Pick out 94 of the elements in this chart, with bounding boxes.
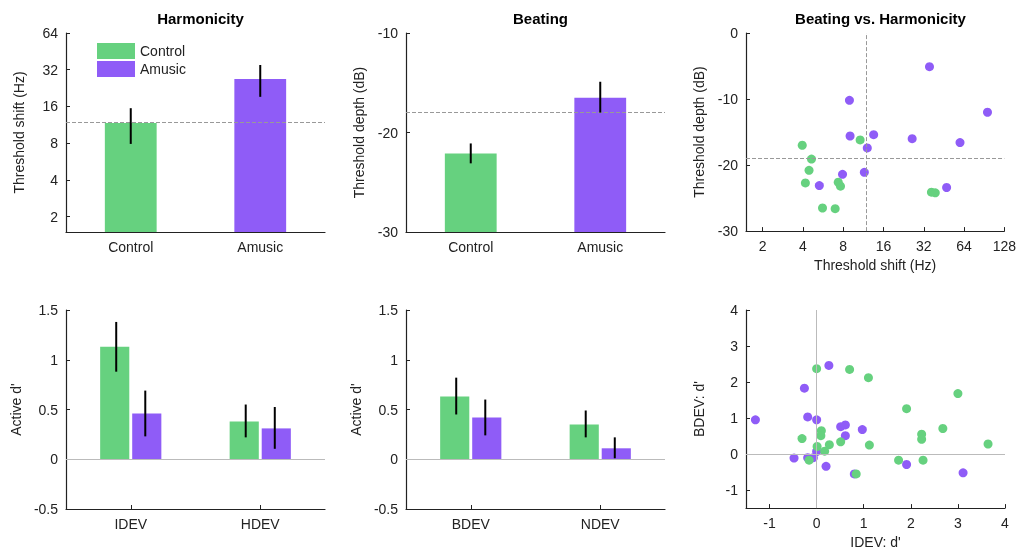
- x-tick-label: BDEV: [451, 516, 491, 532]
- y-tick-label: 1: [50, 351, 59, 368]
- y-axis-title: Active d': [7, 383, 24, 436]
- point: [821, 461, 831, 471]
- point: [797, 434, 807, 444]
- bar: [472, 417, 502, 460]
- y-tick-label: 32: [42, 61, 59, 78]
- y-tick-label: 16: [42, 98, 59, 115]
- x-tick-label: NDEV: [580, 516, 621, 532]
- y-tick-label: 0: [50, 451, 59, 468]
- y-tick-label: -30: [717, 223, 739, 240]
- y-tick-label: -30: [377, 224, 399, 240]
- y-tick-label: 1: [390, 351, 399, 368]
- point: [840, 420, 850, 430]
- y-tick-label: -1: [725, 482, 739, 499]
- y-tick-label: -20: [377, 124, 399, 141]
- point: [845, 364, 855, 374]
- x-tick-label: IDEV: [114, 516, 148, 532]
- x-tick-label: Amusic: [577, 239, 624, 255]
- x-tick-label: 4: [799, 238, 808, 255]
- point: [857, 425, 867, 435]
- y-tick-label: 0.5: [38, 401, 59, 418]
- x-tick-label: -1: [763, 515, 776, 532]
- chart-title: Beating vs. Harmonicity: [795, 10, 967, 27]
- point: [863, 373, 873, 383]
- point: [894, 455, 904, 465]
- point: [816, 431, 826, 441]
- y-axis-title: BDEV: d': [691, 381, 707, 437]
- y-tick-label: -10: [717, 91, 739, 108]
- point: [902, 460, 912, 470]
- point: [918, 455, 928, 465]
- x-tick-label: 0: [812, 515, 821, 532]
- bar: [569, 424, 599, 460]
- legend-label: Amusic: [140, 61, 186, 77]
- x-tick-label: 3: [954, 515, 963, 532]
- x-axis-title: Threshold shift (Hz): [814, 257, 937, 273]
- x-tick-label: HDEV: [240, 516, 281, 532]
- point: [799, 383, 809, 393]
- legend-label: Control: [140, 43, 186, 59]
- x-tick-label: 1: [859, 515, 868, 532]
- bar: [261, 428, 291, 460]
- chart-title: Harmonicity: [157, 10, 245, 27]
- y-tick-label: -10: [377, 25, 399, 41]
- bar: [601, 448, 631, 460]
- y-tick-label: 0.5: [378, 401, 399, 418]
- y-tick-label: 0: [730, 446, 739, 463]
- point: [824, 360, 834, 370]
- bar: [229, 421, 259, 460]
- y-tick-label: 0: [730, 25, 739, 41]
- y-tick-label: 64: [42, 25, 59, 41]
- x-tick-label: 128: [992, 238, 1016, 255]
- y-tick-label: 4: [50, 172, 59, 188]
- point: [836, 437, 846, 447]
- y-tick-label: 0: [390, 451, 399, 468]
- y-axis-title: Threshold shift (Hz): [11, 71, 27, 194]
- bar: [100, 346, 130, 460]
- x-tick-label: 8: [839, 238, 848, 255]
- point: [902, 404, 912, 414]
- x-tick-label: Control: [448, 239, 494, 255]
- bar: [440, 396, 470, 460]
- chart-title: Beating: [512, 10, 569, 27]
- point: [803, 412, 813, 422]
- bar: [132, 413, 162, 460]
- y-tick-label: 1.5: [38, 302, 59, 318]
- y-tick-label: 2: [50, 208, 59, 225]
- y-tick-label: 1.5: [378, 302, 399, 318]
- x-tick-label: 16: [875, 238, 892, 255]
- point: [840, 431, 850, 441]
- x-tick-label: 4: [1001, 515, 1010, 532]
- point: [864, 440, 874, 450]
- y-axis-title: Active d': [347, 383, 364, 436]
- point: [953, 389, 963, 399]
- point: [983, 439, 993, 449]
- x-tick-label: 2: [758, 238, 767, 255]
- x-tick-label: 32: [916, 238, 932, 255]
- y-tick-label: 1: [730, 410, 739, 427]
- point: [958, 468, 968, 478]
- y-axis-title: Threshold depth (dB): [691, 66, 707, 198]
- y-tick-label: 3: [730, 338, 739, 355]
- point: [938, 424, 948, 433]
- x-tick-label: Amusic: [237, 239, 284, 255]
- y-tick-label: -20: [717, 157, 739, 174]
- x-axis-title: IDEV: d': [850, 534, 901, 550]
- x-tick-label: Control: [108, 239, 154, 255]
- point: [824, 440, 834, 450]
- y-tick-label: 8: [50, 135, 59, 152]
- y-tick-label: 4: [730, 302, 739, 318]
- x-tick-label: 64: [956, 238, 973, 255]
- y-tick-label: 2: [730, 374, 739, 391]
- y-tick-label: -0.5: [373, 501, 399, 517]
- x-tick-label: 2: [906, 515, 915, 532]
- y-axis-title: Threshold depth (dB): [351, 66, 367, 199]
- point: [750, 415, 760, 425]
- y-tick-label: -0.5: [33, 501, 59, 517]
